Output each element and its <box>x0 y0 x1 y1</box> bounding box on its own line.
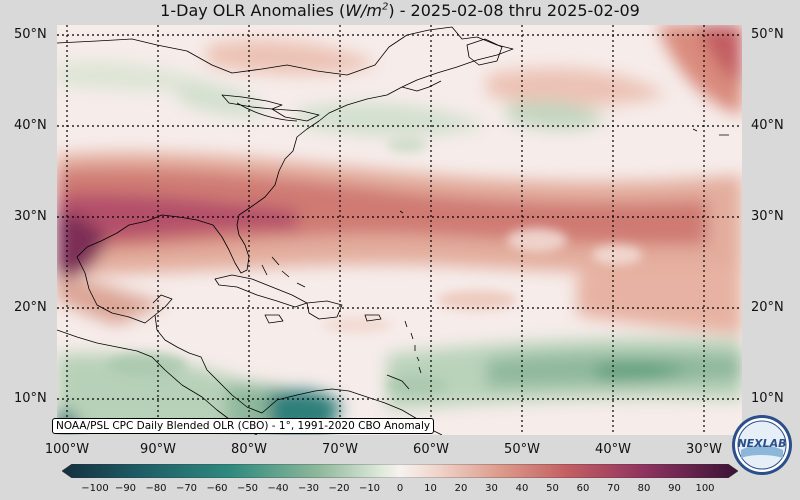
colorbar-tick-label: 40 <box>515 483 529 494</box>
lon-label-50w: 50°W <box>504 442 540 457</box>
lon-label-70w: 70°W <box>322 442 358 457</box>
colorbar-tick-label: −90 <box>114 483 137 494</box>
colorbar-tick-label: −50 <box>236 483 259 494</box>
lat-label-40n-right: 40°N <box>751 118 784 133</box>
lon-label-100w: 100°W <box>44 442 90 457</box>
lat-label-10n-left: 10°N <box>14 391 47 406</box>
nexlab-logo: NEXLAB <box>732 415 792 475</box>
lat-label-20n-right: 20°N <box>751 300 784 315</box>
colorbar-tick-label: 60 <box>576 483 590 494</box>
colorbar-tick-label: −20 <box>328 483 350 494</box>
lat-label-30n-left: 30°N <box>14 209 47 224</box>
colorbar-tick-label: 30 <box>485 483 498 494</box>
colorbar-tick-label: −100 <box>81 483 109 494</box>
map-title: 1-Day OLR Anomalies (W/m2) - 2025-02-08 … <box>160 1 640 20</box>
lat-label-50n-right: 50°N <box>751 27 784 42</box>
lat-label-10n-right: 10°N <box>751 391 784 406</box>
colorbar-tick-label: 90 <box>668 483 681 494</box>
logo-text: NEXLAB <box>737 437 786 450</box>
colorbar-tick-label: −30 <box>297 483 320 494</box>
colorbar-tick-label: −10 <box>358 483 381 494</box>
colorbar-tick-label: −60 <box>206 483 228 494</box>
anomaly-field <box>57 25 742 435</box>
colorbar-tick-label: −80 <box>145 483 167 494</box>
colorbar-tick-label: 50 <box>546 483 559 494</box>
colorbar-tick-label: 0 <box>396 483 404 494</box>
lon-label-90w: 90°W <box>140 442 176 457</box>
lon-label-30w: 30°W <box>686 442 722 457</box>
colorbar-tick-label: 20 <box>454 483 468 494</box>
colorbar-tick-label: 10 <box>424 483 437 494</box>
lon-label-80w: 80°W <box>231 442 267 457</box>
colorbar-tick-label: −40 <box>267 483 289 494</box>
colorbar-tick-label: 100 <box>695 483 715 494</box>
lon-label-40w: 40°W <box>595 442 631 457</box>
lat-label-50n-left: 50°N <box>14 27 47 42</box>
lat-label-20n-left: 20°N <box>14 300 47 315</box>
graticule <box>57 25 742 435</box>
colorbar-tick-label: 70 <box>607 483 620 494</box>
lon-label-60w: 60°W <box>413 442 449 457</box>
lat-label-30n-right: 30°N <box>751 209 784 224</box>
lat-label-40n-left: 40°N <box>14 118 47 133</box>
colorbar-tick-label: −70 <box>175 483 198 494</box>
olr-anomaly-map <box>57 25 742 435</box>
anomaly-speckle <box>107 137 642 395</box>
colorbar <box>62 464 738 478</box>
data-source-caption: NOAA/PSL CPC Daily Blended OLR (CBO) - 1… <box>52 418 435 434</box>
colorbar-tick-label: 80 <box>637 483 651 494</box>
